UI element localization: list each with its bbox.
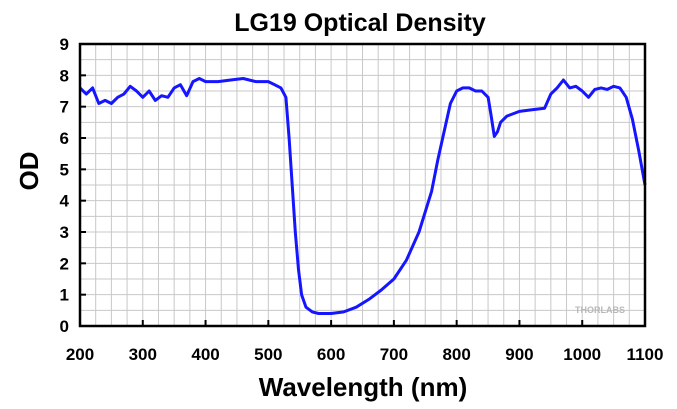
y-tick-label: 2	[60, 254, 69, 273]
y-axis-label: OD	[14, 152, 44, 191]
x-tick-label: 1000	[563, 345, 601, 364]
x-tick-label: 400	[191, 345, 219, 364]
x-tick-label: 600	[317, 345, 345, 364]
x-tick-label: 900	[505, 345, 533, 364]
x-tick-label: 500	[254, 345, 282, 364]
thorlabs-watermark: THORLABS	[575, 305, 625, 315]
y-tick-label: 0	[60, 317, 69, 336]
od-series-line	[78, 77, 647, 315]
x-tick-label: 300	[129, 345, 157, 364]
y-tick-label: 7	[60, 98, 69, 117]
y-tick-label: 5	[60, 160, 69, 179]
chart-title: LG19 Optical Density	[234, 9, 486, 37]
x-axis-label: Wavelength (nm)	[259, 372, 467, 402]
y-tick-label: 3	[60, 223, 69, 242]
y-tick-label: 4	[60, 192, 70, 211]
x-tick-label: 800	[442, 345, 470, 364]
series-layer	[78, 77, 647, 315]
x-tick-label: 1100	[627, 345, 664, 364]
x-tick-label: 700	[380, 345, 408, 364]
y-tick-label: 9	[60, 35, 69, 54]
tick-labels: 200 300 400 500 600 700 800 900 1000 1100 0 1 2 3 4 5 6 7…	[60, 35, 664, 364]
x-tick-label: 200	[66, 345, 94, 364]
y-tick-label: 8	[60, 66, 69, 85]
plot-frame	[78, 42, 647, 328]
y-tick-label: 1	[60, 286, 69, 305]
y-tick-label: 6	[60, 129, 69, 148]
